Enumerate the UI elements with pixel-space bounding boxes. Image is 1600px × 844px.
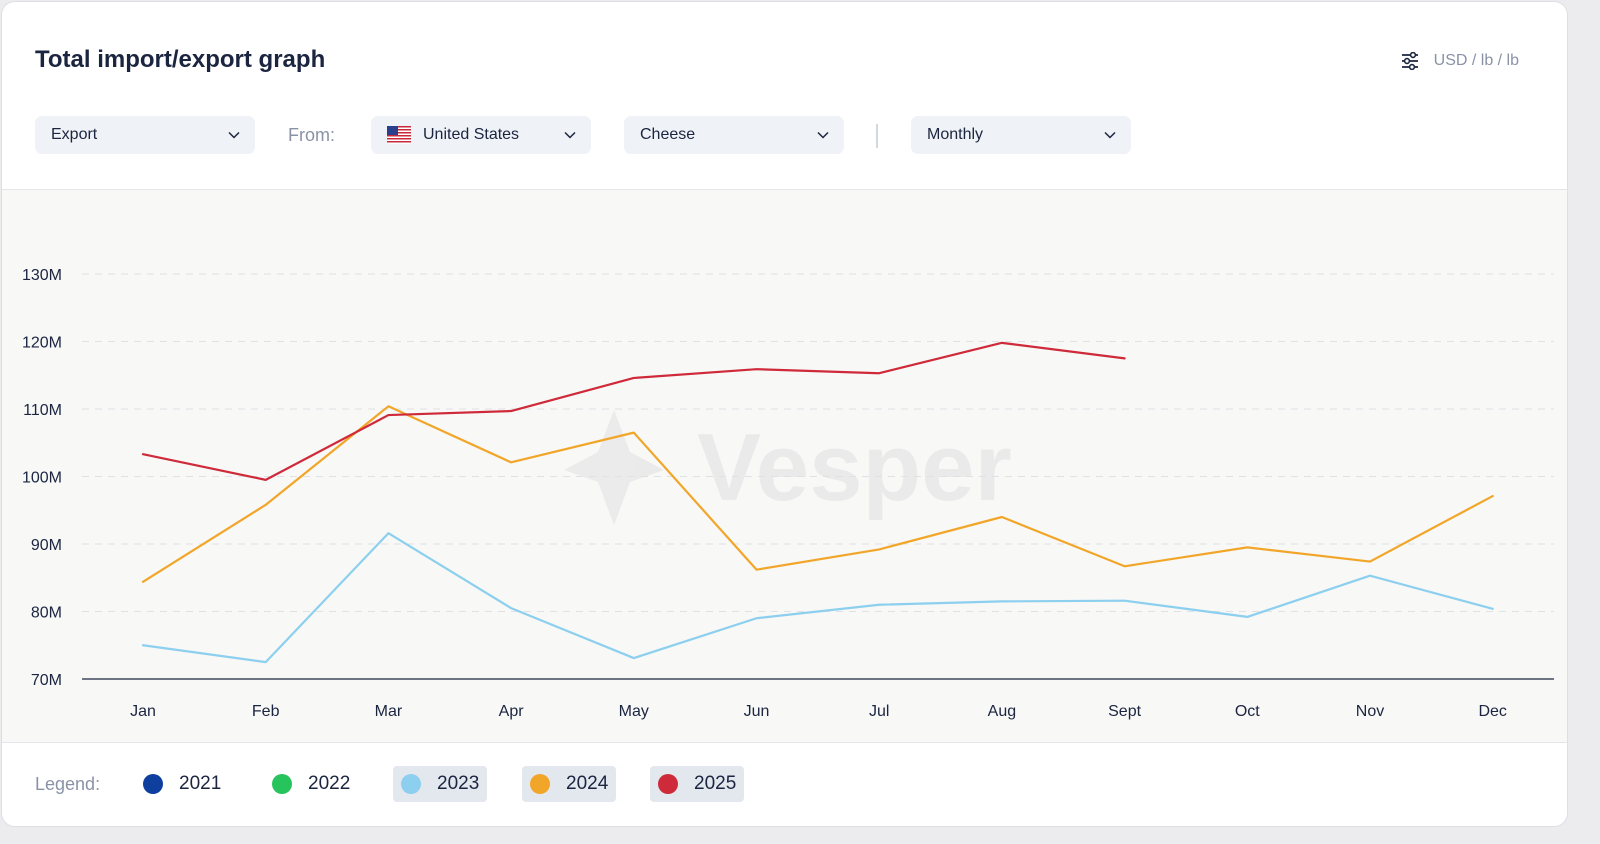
graph-header: Total import/export graph USD / lb / lb … <box>2 2 1567 189</box>
series-line-2023 <box>141 532 1494 664</box>
filter-divider <box>876 124 878 148</box>
page-title: Total import/export graph <box>35 46 326 73</box>
chevron-down-icon <box>228 131 240 139</box>
country-dropdown[interactable]: United States <box>371 116 591 154</box>
legend-year: 2022 <box>308 773 351 794</box>
legend-year: 2021 <box>179 773 222 794</box>
legend-dot <box>530 774 550 794</box>
chevron-down-icon <box>1104 131 1116 139</box>
y-tick-label: 90M <box>31 537 62 554</box>
direction-dropdown[interactable]: Export <box>35 116 255 154</box>
x-tick-label: Jul <box>869 703 889 720</box>
line-chart: Vesper 70M 80M 90M 100M 110M 120M 130M Jan Feb Ma… <box>22 267 1554 720</box>
units-button[interactable]: USD / lb / lb <box>1400 52 1519 70</box>
product-value: Cheese <box>640 126 696 143</box>
direction-value: Export <box>51 126 98 143</box>
us-flag-icon <box>387 126 411 144</box>
x-tick-label: Dec <box>1478 703 1506 720</box>
y-tick-label: 100M <box>22 470 62 487</box>
x-tick-label: Aug <box>988 703 1016 720</box>
legend-year: 2025 <box>694 773 737 794</box>
legend-dot <box>143 774 163 794</box>
product-dropdown[interactable]: Cheese <box>624 116 844 154</box>
y-tick-label: 80M <box>31 605 62 622</box>
graph-card: Total import/export graph USD / lb / lb … <box>1 1 1568 827</box>
y-tick-label: 130M <box>22 267 62 284</box>
x-tick-label: Nov <box>1356 703 1384 720</box>
legend-dot <box>401 774 421 794</box>
watermark-logo-icon <box>564 410 664 525</box>
series-line-2025 <box>141 341 1126 481</box>
x-tick-label: Mar <box>375 703 403 720</box>
watermark: Vesper <box>564 410 1012 525</box>
x-tick-label: Jun <box>744 703 770 720</box>
sliders-icon <box>1400 52 1420 70</box>
period-value: Monthly <box>927 126 984 143</box>
y-tick-label: 120M <box>22 335 62 352</box>
from-label: From: <box>288 125 335 145</box>
legend-item-2023[interactable]: 2023 <box>393 766 488 802</box>
watermark-text: Vesper <box>697 414 1012 521</box>
units-label: USD / lb / lb <box>1433 52 1519 69</box>
legend-item-2022[interactable]: 2022 <box>264 766 358 802</box>
legend-label: Legend: <box>35 774 101 794</box>
x-tick-label: Apr <box>499 703 525 720</box>
legend-item-2021[interactable]: 2021 <box>135 766 229 802</box>
y-tick-label: 110M <box>23 402 62 419</box>
x-tick-label: Sept <box>1108 703 1141 720</box>
x-tick-label: May <box>619 703 649 720</box>
x-tick-label: Feb <box>252 703 280 720</box>
series-line-2024 <box>141 405 1494 583</box>
y-tick-label: 70M <box>31 672 62 689</box>
x-tick-label: Jan <box>130 703 156 720</box>
legend-dot <box>658 774 678 794</box>
x-tick-label: Oct <box>1235 703 1260 720</box>
legend-year: 2023 <box>437 773 480 794</box>
country-value: United States <box>423 126 520 143</box>
period-dropdown[interactable]: Monthly <box>911 116 1131 154</box>
chevron-down-icon <box>564 131 576 139</box>
legend-year: 2024 <box>566 773 609 794</box>
legend-item-2024[interactable]: 2024 <box>522 766 617 802</box>
legend-item-2025[interactable]: 2025 <box>650 766 745 802</box>
chart-area: Vesper 70M 80M 90M 100M 110M 120M 130M Jan Feb Ma… <box>2 189 1567 743</box>
legend-dot <box>272 774 292 794</box>
chevron-down-icon <box>817 131 829 139</box>
